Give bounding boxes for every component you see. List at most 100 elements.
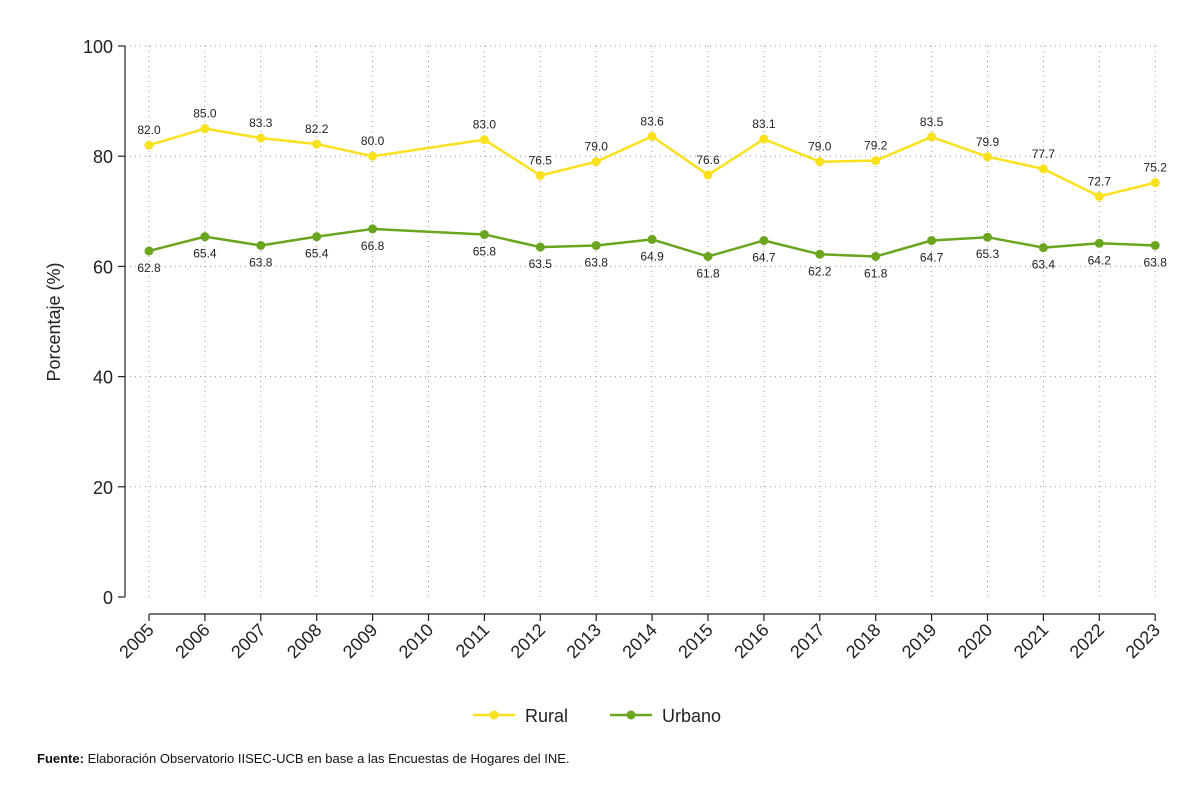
x-tick-labels: 2005 2006 2007 2008 2009 2010 2011 2012 2013 2014… [115, 614, 1164, 662]
data-label-urbano: 63.8 [585, 255, 609, 269]
legend-label-urbano: Urbano [662, 706, 721, 726]
source-text: Elaboración Observatorio IISEC-UCB en ba… [83, 751, 570, 766]
y-tick-label: 80 [93, 147, 113, 167]
data-point-urbano [871, 251, 881, 261]
data-point-urbano [479, 229, 489, 239]
x-tick-label: 2014 [618, 620, 660, 662]
data-point-urbano [368, 224, 378, 234]
x-tick-label: 2008 [283, 620, 325, 662]
x-tick-label: 2013 [563, 620, 605, 662]
x-tick-label: 2019 [898, 620, 940, 662]
data-point-urbano [983, 232, 992, 242]
x-tick-label: 2005 [115, 620, 157, 662]
data-label-urbano: 61.8 [696, 266, 720, 280]
data-point-rural [983, 152, 992, 162]
data-point-rural [815, 157, 825, 167]
y-tick-labels: 0 20 40 60 80 100 [83, 37, 125, 608]
x-tick-label: 2007 [227, 620, 269, 662]
data-point-rural [1038, 164, 1048, 174]
data-point-rural [647, 131, 657, 141]
data-label-rural: 79.2 [864, 139, 888, 153]
axes [124, 46, 1155, 615]
x-tick-label: 2006 [171, 620, 213, 662]
y-tick-label: 100 [83, 37, 113, 57]
data-point-urbano [144, 246, 154, 256]
data-point-rural [312, 139, 322, 149]
data-label-rural: 79.9 [976, 135, 1000, 149]
series-line-rural [148, 127, 1156, 198]
data-label-urbano: 65.4 [305, 247, 329, 261]
data-point-rural [535, 170, 545, 180]
x-tick-label: 2018 [842, 620, 884, 662]
y-tick-label: 0 [103, 588, 113, 608]
y-axis-title: Porcentaje (%) [44, 262, 64, 381]
data-label-urbano: 64.7 [920, 251, 944, 265]
data-label-urbano: 65.8 [473, 244, 497, 258]
grid-lines [125, 45, 1158, 597]
data-label-rural: 83.3 [249, 116, 273, 130]
data-point-rural [200, 124, 210, 134]
data-point-rural [256, 133, 266, 143]
x-tick-label: 2012 [507, 620, 549, 662]
data-point-rural [703, 170, 713, 180]
data-point-urbano [759, 236, 769, 246]
data-point-rural [144, 140, 154, 150]
data-label-urbano: 63.4 [1032, 258, 1056, 272]
data-label-urbano: 63.8 [1144, 255, 1168, 269]
data-labels: 82.0 85.0 83.3 82.2 80.0 83.0 76.5 79.0 83.6 76.6… [137, 107, 1167, 281]
data-point-urbano [312, 232, 322, 242]
x-tick-label: 2022 [1066, 620, 1108, 662]
x-tick-label: 2011 [452, 620, 494, 662]
data-label-rural: 75.2 [1144, 161, 1168, 175]
data-label-urbano: 65.3 [976, 247, 1000, 261]
data-label-urbano: 62.2 [808, 264, 832, 278]
data-label-rural: 79.0 [808, 140, 832, 154]
data-label-rural: 83.5 [920, 115, 944, 129]
legend-item-urbano: Urbano [610, 706, 721, 726]
data-label-rural: 77.7 [1032, 147, 1056, 161]
x-tick-label: 2010 [395, 620, 437, 662]
data-point-rural [1094, 191, 1104, 201]
source-note: Fuente: Elaboración Observatorio IISEC-U… [37, 751, 570, 766]
data-point-urbano [535, 242, 545, 252]
data-point-rural [871, 156, 881, 166]
data-point-rural [368, 151, 378, 161]
data-label-rural: 72.7 [1088, 174, 1112, 188]
legend-item-rural: Rural [473, 706, 568, 726]
data-label-rural: 85.0 [193, 107, 217, 121]
data-point-rural [1150, 178, 1160, 188]
data-point-urbano [200, 232, 210, 242]
data-point-rural [759, 134, 769, 144]
x-tick-label: 2020 [954, 620, 996, 662]
x-tick-label: 2015 [674, 620, 716, 662]
x-tick-label: 2009 [339, 620, 381, 662]
data-point-urbano [1094, 238, 1104, 248]
x-tick-label: 2021 [1010, 620, 1052, 662]
data-label-rural: 82.0 [137, 123, 161, 137]
y-tick-label: 60 [93, 257, 113, 277]
data-label-urbano: 64.9 [640, 249, 664, 263]
x-tick-label: 2023 [1122, 620, 1164, 662]
data-label-urbano: 63.8 [249, 255, 273, 269]
data-point-urbano [927, 236, 937, 246]
x-tick-label: 2017 [786, 620, 828, 662]
data-point-urbano [815, 249, 825, 259]
data-label-urbano: 64.7 [752, 251, 776, 265]
data-point-urbano [1038, 243, 1048, 253]
x-tick-label: 2016 [730, 620, 772, 662]
source-label: Fuente: [37, 751, 84, 766]
data-point-urbano [1150, 240, 1160, 250]
data-point-urbano [256, 240, 266, 250]
legend: Rural Urbano [473, 706, 721, 726]
y-tick-label: 40 [93, 368, 113, 388]
data-point-rural [591, 157, 601, 167]
data-label-rural: 76.5 [529, 153, 553, 167]
data-label-urbano: 61.8 [864, 266, 888, 280]
legend-marker-urbano [626, 710, 636, 720]
data-label-rural: 76.6 [696, 153, 720, 167]
series [144, 124, 1160, 261]
data-label-rural: 82.2 [305, 122, 329, 136]
data-label-rural: 83.6 [640, 114, 664, 128]
data-label-urbano: 66.8 [361, 239, 385, 253]
data-label-urbano: 63.5 [529, 257, 553, 271]
